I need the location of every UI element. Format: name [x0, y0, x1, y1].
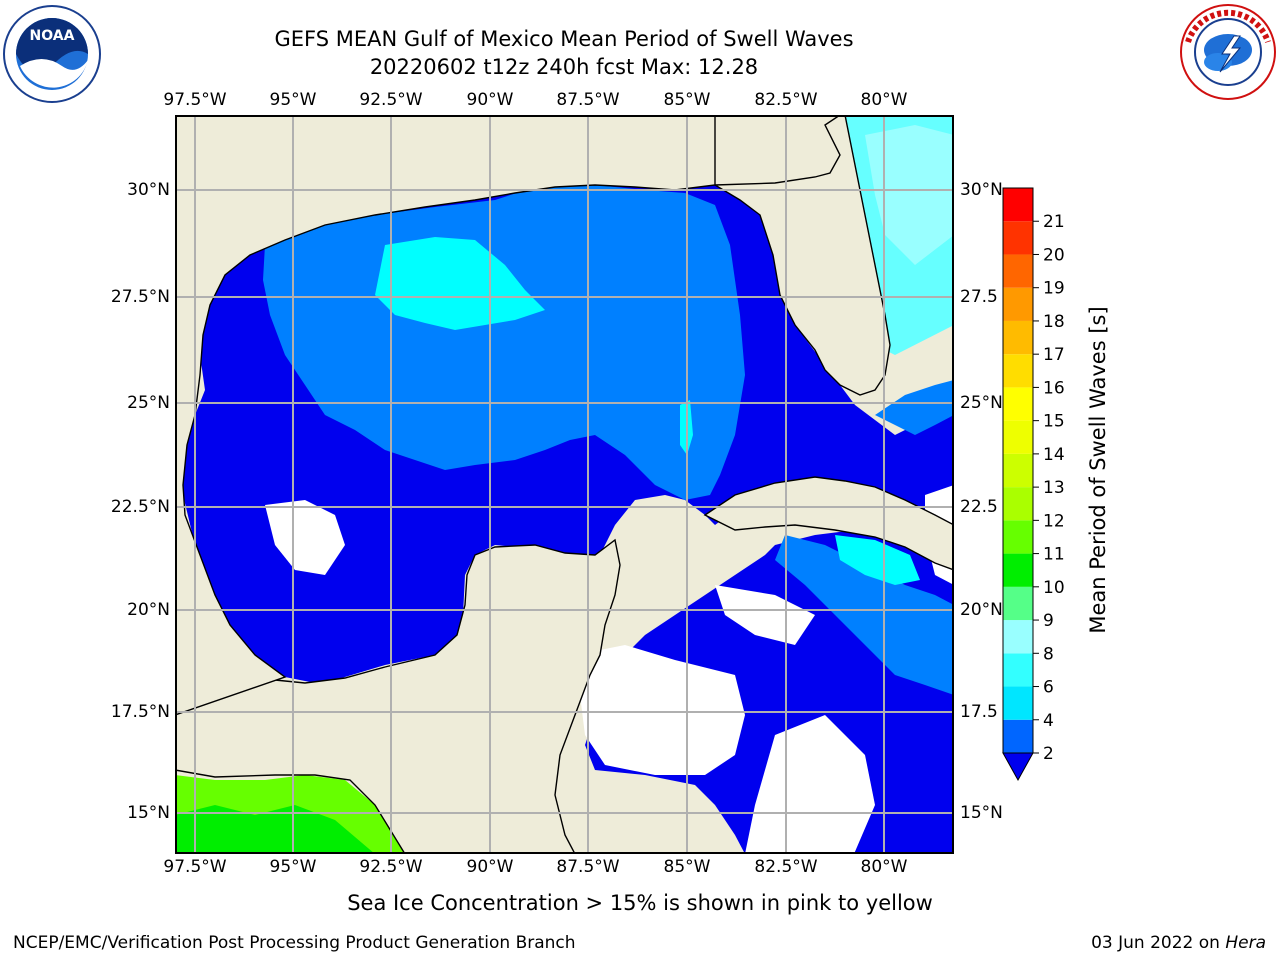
- colorbar-box: [1003, 287, 1033, 321]
- lat-label: 25°N: [960, 393, 1003, 413]
- colorbar-tick-label: 9: [1043, 611, 1054, 631]
- colorbar-tick-label: 21: [1043, 212, 1065, 232]
- swell-zone-2-4s-east: [775, 535, 954, 695]
- lon-label: 80°W: [860, 857, 908, 877]
- lat-label: 27.5: [960, 287, 998, 307]
- lon-label: 97.5°W: [163, 90, 227, 110]
- noaa-logo-text: NOAA: [30, 28, 75, 44]
- lat-label: 22.5°N: [110, 497, 170, 517]
- lon-label: 82.5°W: [754, 90, 818, 110]
- lat-label: 20°N: [960, 600, 1003, 620]
- lat-label: 15°N: [127, 803, 170, 823]
- lat-label: 30°N: [960, 180, 1003, 200]
- colorbar-box: [1003, 686, 1033, 720]
- lat-label: 27.5°N: [110, 287, 170, 307]
- colorbar-tick-label: 20: [1043, 245, 1065, 265]
- lon-label: 90°W: [466, 857, 514, 877]
- lon-label: 92.5°W: [359, 90, 423, 110]
- lon-label: 87.5°W: [556, 857, 620, 877]
- colorbar-box: [1003, 520, 1033, 554]
- colorbar-under-triangle: [1002, 752, 1034, 782]
- colorbar-tick-label: 15: [1043, 412, 1065, 432]
- colorbar-tick-label: 16: [1043, 378, 1065, 398]
- colorbar-box: [1003, 586, 1033, 621]
- graticule: [175, 115, 954, 854]
- footer-date: 03 Jun 2022 on Hera: [1091, 933, 1266, 953]
- lon-label: 80°W: [860, 90, 908, 110]
- colorbar-tick-label: 19: [1043, 279, 1065, 299]
- swell-zone-8-9s: [865, 125, 954, 265]
- land-texas-coast: [175, 115, 716, 716]
- sea-ice-note: Sea Ice Concentration > 15% is shown in …: [347, 891, 933, 915]
- colorbar-boxes: [1002, 187, 1034, 754]
- colorbar: 2 4 6 8 9 10 11 12 13 14 15 16 17 18 19 20 21: [1002, 187, 1065, 782]
- lat-label: 22.5: [960, 497, 998, 517]
- lat-label: 15°N: [960, 803, 1003, 823]
- nws-logo: [1180, 4, 1276, 100]
- footer-credit: NCEP/EMC/Verification Post Processing Pr…: [13, 933, 576, 953]
- colorbar-box: [1003, 453, 1033, 488]
- colorbar-box: [1003, 553, 1033, 587]
- swell-zone-4-6s: [375, 237, 545, 330]
- land-yucatan: [175, 538, 621, 854]
- colorbar-title: Mean Period of Swell Waves [s]: [1086, 306, 1110, 634]
- land-cuba: [703, 476, 954, 571]
- lat-label: 30°N: [127, 180, 170, 200]
- chart-title: GEFS MEAN Gulf of Mexico Mean Period of …: [274, 27, 854, 51]
- colorbar-box: [1003, 320, 1033, 355]
- colorbar-box: [1003, 620, 1033, 654]
- colorbar-box: [1003, 653, 1033, 687]
- lon-label: 90°W: [466, 90, 514, 110]
- colorbar-box: [1003, 487, 1033, 521]
- colorbar-tick-label: 10: [1043, 578, 1065, 598]
- colorbar-tick-label: 2: [1043, 744, 1054, 764]
- lon-label: 85°W: [663, 90, 711, 110]
- colorbar-ticks: 2 4 6 8 9 10 11 12 13 14 15 16 17 18 19 20 21: [1033, 212, 1065, 764]
- colorbar-tick-label: 6: [1043, 678, 1054, 698]
- swell-zone-11-12s: [175, 805, 375, 854]
- no-data-region: [575, 645, 745, 775]
- lat-label: 20°N: [127, 600, 170, 620]
- lat-label: 17.5°N: [110, 702, 170, 722]
- colorbar-tick-label: 14: [1043, 445, 1065, 465]
- colorbar-tick-label: 17: [1043, 345, 1065, 365]
- lon-label: 95°W: [269, 857, 317, 877]
- map: [175, 115, 954, 854]
- lon-label: 95°W: [269, 90, 317, 110]
- colorbar-box: [1003, 221, 1033, 255]
- land-florida: [712, 115, 891, 396]
- colorbar-tick-label: 8: [1043, 644, 1054, 664]
- map-border: [175, 115, 954, 854]
- no-data-region: [265, 500, 345, 575]
- chart-subtitle: 20220602 t12z 240h fcst Max: 12.28: [369, 55, 759, 79]
- colorbar-tick-label: 4: [1043, 711, 1054, 731]
- no-data-region: [715, 585, 815, 645]
- footer-host: Hera: [1225, 933, 1266, 953]
- lat-label: 25°N: [127, 393, 170, 413]
- noaa-logo: NOAA: [3, 5, 101, 103]
- swell-zone-4-6s-carib: [835, 535, 920, 585]
- colorbar-box: [1003, 188, 1033, 222]
- colorbar-box: [1003, 420, 1033, 454]
- colorbar-box: [1003, 387, 1033, 421]
- lon-label: 82.5°W: [754, 857, 818, 877]
- colorbar-tick-label: 13: [1043, 478, 1065, 498]
- lon-label: 87.5°W: [556, 90, 620, 110]
- colorbar-tick-label: 18: [1043, 312, 1065, 332]
- colorbar-box: [1003, 354, 1033, 388]
- lon-label: 92.5°W: [359, 857, 423, 877]
- lat-label: 17.5: [960, 702, 998, 722]
- colorbar-tick-label: 12: [1043, 511, 1065, 531]
- footer-date-text: 03 Jun 2022 on: [1091, 933, 1226, 953]
- swell-zone-2-4s-keys: [875, 380, 954, 435]
- lon-label: 85°W: [663, 857, 711, 877]
- lon-label: 97.5°W: [163, 857, 227, 877]
- no-data-region: [745, 715, 875, 854]
- colorbar-box: [1003, 254, 1033, 288]
- colorbar-tick-label: 11: [1043, 545, 1065, 565]
- colorbar-box: [1003, 719, 1033, 753]
